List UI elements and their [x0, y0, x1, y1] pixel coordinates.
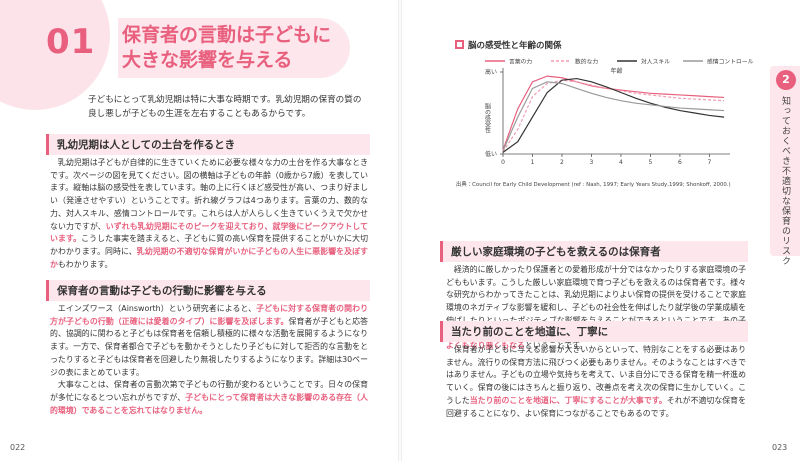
section-body: 乳幼児期は子どもが自律的に生きていくために必要な様々な力の土台を作る大事なときで… [50, 157, 368, 271]
x-tick-label: 4 [619, 159, 623, 166]
paragraph: 大事なことは、保育者の言動次第で子どもの行動が変わるということです。日々の保育が… [50, 379, 368, 417]
y-axis-label: 脳の感受性 [484, 102, 491, 134]
title-marker [455, 40, 464, 49]
highlight-text: 乳幼児期の不適切な保育がいかに子どもの人生に悪影響を及ぼすか [50, 246, 368, 269]
y-tick-label: 高い [485, 68, 497, 76]
body-text: もわかります。 [57, 259, 113, 269]
page-number: 022 [10, 443, 26, 452]
legend-label: 感情コントロール [707, 58, 754, 66]
paragraph: 保育者が子どもに与える影響が大きいからといって、特別なことをする必要はありません… [446, 344, 746, 420]
body-text: 保育者が子どもと応答的、協調的に関わると子どもは保育者を信頼し積極的に様々な活動… [50, 316, 368, 377]
x-tick-label: 1 [531, 159, 535, 166]
paragraph: 乳幼児期は子どもが自律的に生きていくために必要な様々な力の土台を作る大事なときで… [50, 157, 368, 271]
body-text: こうした事実を踏まえると、子どもに質の高い保育を提供することがいかに大切かわかり… [50, 234, 368, 256]
section-heading: 厳しい家庭環境の子どもを救えるのは保育者 [440, 241, 748, 262]
chart-source: 出典：Council for Early Child Development (… [456, 180, 731, 188]
legend-label: 対人スキル [641, 58, 670, 66]
side-tab [770, 66, 800, 256]
x-axis-label: 年齢 [610, 67, 622, 75]
highlight-text: 子どもにとって保育者は大きな影響のある存在（人的環境）であることを忘れてはなりま… [50, 392, 368, 415]
legend-label: 言葉の力 [509, 58, 532, 66]
x-tick-label: 3 [590, 159, 594, 166]
highlight-text: 当たり前のことを地道に、丁寧にすることが大事です。 [469, 395, 667, 405]
section-heading: 保育者の言動は子どもの行動に影響を与える [46, 280, 370, 301]
x-tick-label: 0 [501, 159, 505, 166]
title: 保育者の言動は子どもに 大きな影響を与える [122, 23, 362, 73]
x-tick-label: 2 [560, 159, 564, 166]
section-heading: 乳幼児期は人としての土台を作るとき [46, 134, 370, 155]
intro: 子どもにとって乳幼児期は特に大事な時期です。乳幼児期の保育の質の良し悪しが子ども… [88, 95, 362, 119]
title-line: 大きな影響を与える [122, 49, 293, 71]
series-line [502, 77, 725, 153]
highlight-text: 子どもに対する保育者の関わり方が子どもの行動（正確には愛着のタイプ）に影響を及ぼ… [50, 304, 368, 326]
tab-text: 知っておくべき不適切な保育のリスク [780, 96, 790, 266]
body-text: 大事なことは、保育者の言動次第で子どもの行動が変わるということです。日々の保育が… [50, 380, 368, 402]
paragraph: エインズワース（Ainsworth）という研究者によると、子どもに対する保育者の… [50, 303, 368, 379]
x-tick-label: 7 [707, 159, 711, 166]
x-tick-label: 6 [678, 159, 682, 166]
series-line [502, 79, 725, 152]
title-box [118, 18, 350, 78]
gutter [398, 0, 402, 461]
legend-label: 数的な力 [575, 58, 598, 66]
chart-title: 脳の感受性と年齢の関係 [467, 40, 562, 51]
body-text: それが不適切な保育を回避することになり、よい保育につながることでもあるのです。 [446, 395, 746, 418]
section-body: 保育者が子どもに与える影響が大きいからといって、特別なことをする必要はありません… [446, 344, 746, 420]
section-body: エインズワース（Ainsworth）という研究者によると、子どもに対する保育者の… [50, 303, 368, 417]
section-heading: 当たり前のことを地道に、丁寧に [440, 321, 748, 342]
page-number: 023 [772, 443, 788, 452]
body-text: ということです。 [524, 341, 588, 351]
title-line: 保育者の言動は子どもに [122, 24, 332, 46]
body-text: 保育者が子どもに与える影響が大きいからといって、特別なことをする必要はありません… [446, 345, 746, 405]
chapter-number: 01 [46, 22, 96, 62]
highlight-text: いずれも乳幼児期にそのピークを迎えており、就学後にピークアウトしています。 [50, 221, 368, 244]
y-tick-label: 低い [485, 150, 497, 158]
body-text: 乳幼児期は子どもが自律的に生きていくために必要な様々な力の土台を作る大事なときで… [50, 158, 368, 231]
tab-number: 2 [776, 70, 796, 90]
series-line [502, 81, 725, 151]
body-text: エインズワース（Ainsworth）という研究者によると、 [57, 304, 257, 313]
x-tick-label: 5 [648, 159, 652, 166]
